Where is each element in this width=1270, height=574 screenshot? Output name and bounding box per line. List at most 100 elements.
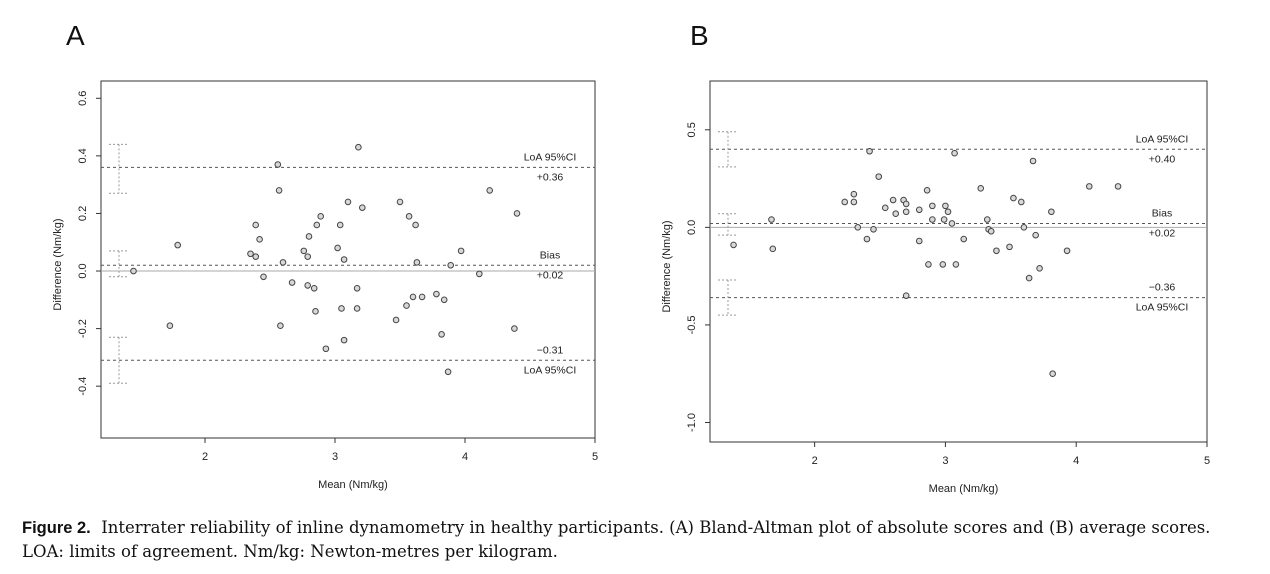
y-tick-label: -0.4 [77,377,89,396]
data-point [252,221,259,229]
y-tick-label: 0.5 [686,122,698,137]
data-point [993,247,1000,255]
data-point [312,308,319,315]
data-point [444,368,452,376]
ci-bar-lower_loa [109,336,129,384]
data-point [923,186,931,194]
data-point [841,198,849,206]
data-point [313,221,321,229]
data-point [412,221,419,229]
data-point [305,233,313,240]
data-point [304,253,312,260]
data-point [977,185,985,192]
data-point [288,279,296,286]
caption-prefix: Figure 2. [22,519,91,537]
plot-frame [709,80,1208,443]
y-tick-label: 0.0 [77,263,89,278]
data-point [447,261,455,269]
data-point [925,261,932,268]
data-point [457,247,465,255]
data-point [300,247,308,255]
x-axis-label: Mean (Nm/kg) [318,479,388,491]
data-point [1085,183,1093,190]
x-tick-label: 5 [592,451,598,463]
ref-value-upper_loa: +0.40 [1149,153,1176,165]
data-point [403,302,410,309]
data-point [433,290,440,298]
data-point [1017,198,1025,206]
ref-label-lower_loa: LoA 95%CI [1136,302,1189,314]
data-point [440,296,448,304]
data-point [952,261,960,268]
data-point [1048,208,1055,216]
data-point [256,236,263,243]
data-point [1036,265,1043,272]
data-point [889,196,897,204]
x-tick-label: 2 [812,455,818,467]
caption-text: Interrater reliability of inline dynamom… [22,518,1211,561]
data-point [730,241,737,249]
data-point [166,322,174,330]
y-tick-label: 0.6 [77,91,89,106]
data-point [1032,231,1039,239]
data-point [940,216,948,223]
data-point [942,202,949,210]
data-point [902,292,910,299]
data-point [344,198,352,206]
figure-caption: Figure 2. Interrater reliability of inli… [22,516,1257,564]
data-point [338,305,345,312]
y-axis-label: Difference (Nm/kg) [661,220,673,312]
data-point [850,198,858,206]
data-point [854,224,862,231]
data-point [304,282,312,289]
data-point [1114,183,1122,190]
data-point [929,216,936,223]
data-point [881,204,889,212]
ref-value-lower_loa: −0.36 [1149,282,1176,294]
data-point [279,259,287,266]
data-point [252,253,259,260]
data-point [247,250,254,258]
data-point [870,226,877,233]
data-point [863,235,871,243]
data-point [405,213,413,220]
data-point [850,190,858,198]
data-point [260,273,267,281]
x-tick-label: 4 [462,451,468,463]
x-tick-label: 4 [1073,455,1079,467]
data-point [336,221,344,229]
ref-label-bias: Bias [1152,207,1172,219]
y-tick-label: 0.2 [77,206,89,221]
data-point [944,208,952,216]
data-point [511,325,518,332]
ci-bar-upper_loa [109,143,129,194]
ref-label-bias: Bias [540,249,560,261]
data-point [359,204,366,211]
ref-label-upper_loa: LoA 95%CI [524,151,577,163]
y-tick-label: 0.4 [77,148,89,163]
ci-bar-bias [109,250,129,278]
data-point [274,161,282,168]
ci-bar-upper_loa [718,131,738,168]
data-point [769,245,777,253]
ci-bar-lower_loa [718,279,738,316]
panel-label-a: A [66,20,85,51]
data-point [409,293,417,301]
data-point [1020,224,1028,231]
data-point [892,210,900,217]
y-tick-label: -0.5 [686,315,698,334]
ref-value-bias: +0.02 [1149,227,1176,239]
panel-label-b: B [690,20,709,51]
data-point [902,208,910,216]
data-point [866,147,873,155]
data-point [1029,157,1037,165]
data-point [1025,274,1033,282]
ref-label-lower_loa: LoA 95%CI [524,364,577,376]
data-point [340,256,348,263]
data-point [987,227,995,235]
data-point [353,305,361,312]
x-tick-label: 3 [942,455,948,467]
y-tick-label: 0.0 [686,220,698,235]
data-point [396,198,404,206]
